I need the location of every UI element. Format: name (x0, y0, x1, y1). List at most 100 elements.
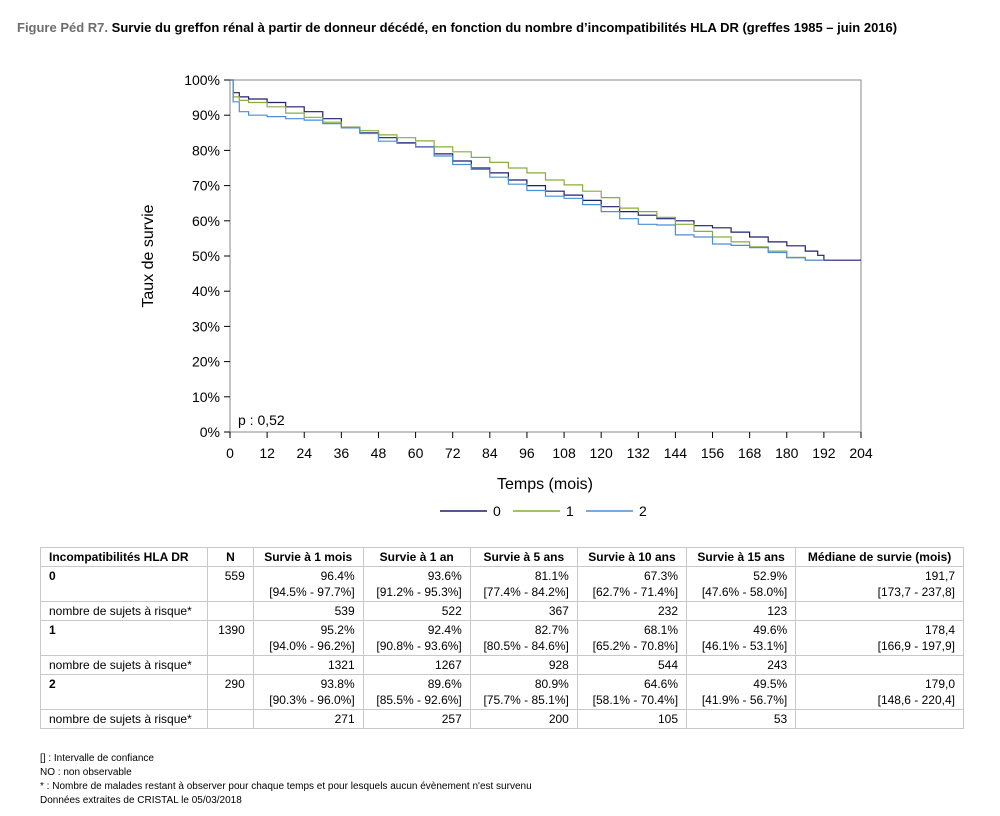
legend-label-1: 1 (566, 503, 574, 519)
table-cell: 290 (207, 674, 254, 710)
footnote: NO : non observable (40, 767, 132, 778)
confidence-interval: [75.7% - 85.1%] (483, 693, 569, 707)
x-tick-label: 108 (552, 445, 576, 461)
y-tick-label: 10% (192, 389, 220, 405)
survival-value: 49.5% (753, 677, 788, 691)
footnote: Données extraites de CRISTAL le 05/03/20… (40, 795, 242, 806)
survival-value: 68.1% (644, 623, 679, 637)
x-tick-label: 60 (408, 445, 424, 461)
x-tick-label: 144 (664, 445, 688, 461)
table-header-cell: N (207, 547, 254, 567)
survival-value: 191,7 (924, 569, 955, 583)
y-tick-label: 100% (184, 72, 220, 88)
table-cell (795, 655, 964, 675)
table-header-cell: Survie à 1 an (362, 547, 471, 567)
survival-value: 52.9% (753, 569, 788, 583)
confidence-interval: [166,9 - 197,9] (877, 639, 955, 653)
x-tick-label: 0 (226, 445, 234, 461)
x-tick-label: 48 (371, 445, 387, 461)
x-tick-label: 204 (849, 445, 873, 461)
survival-chart: 0%10%20%30%40%50%60%70%80%90%100% 0 12 24 3… (140, 72, 873, 519)
survival-table: Incompatibilités HLA DR N Survie à 1 mois S… (39, 547, 964, 729)
x-tick-label: 12 (259, 445, 275, 461)
table-cell: 49.6% [46.1% - 53.1%] (686, 620, 797, 656)
table-cell: 191,7 [173,7 - 237,8] (795, 566, 964, 602)
survival-value: 81.1% (534, 569, 569, 583)
x-axis-label: Temps (mois) (497, 476, 593, 493)
figure-title: Figure Péd R7. Survie du greffon rénal à… (17, 20, 897, 35)
survival-value: 49.6% (753, 623, 788, 637)
table-cell: nombre de sujets à risque* (39, 601, 209, 621)
survival-value: 82.7% (534, 623, 569, 637)
plot-frame-rect (229, 79, 862, 433)
table-cell: 0 (39, 566, 209, 602)
table-cell: 200 (469, 709, 578, 729)
table-cell (795, 709, 964, 729)
footnote: * : Nombre de malades restant à observer… (40, 781, 532, 792)
table-cell: 1390 (207, 620, 254, 656)
x-tick-label: 84 (482, 445, 498, 461)
table-cell: 544 (576, 655, 688, 675)
table-row-risk: nombre de sujets à risque* 1321 1267 928 544… (39, 655, 964, 675)
table-cell: 928 (469, 655, 578, 675)
table-cell: 178,4 [166,9 - 197,9] (795, 620, 964, 656)
confidence-interval: [173,7 - 237,8] (877, 585, 955, 599)
table-cell: 67.3% [62.7% - 71.4%] (576, 566, 688, 602)
y-tick-label: 20% (192, 354, 220, 370)
plot-frame (229, 79, 862, 433)
table-row-risk: nombre de sujets à risque* 539 522 367 232 12… (39, 601, 964, 621)
x-tick-label: 24 (296, 445, 312, 461)
confidence-interval: [90.8% - 93.6%] (376, 639, 462, 653)
confidence-interval: [85.5% - 92.6%] (376, 693, 462, 707)
table-cell: 82.7% [80.5% - 84.6%] (469, 620, 578, 656)
table-cell: 49.5% [41.9% - 56.7%] (686, 674, 797, 710)
confidence-interval: [77.4% - 84.2%] (483, 585, 569, 599)
figure-title-text: Survie du greffon rénal à partir de donn… (111, 20, 898, 35)
table-cell (207, 709, 254, 729)
confidence-interval: [80.5% - 84.6%] (483, 639, 569, 653)
table-cell: 1 (39, 620, 209, 656)
table-cell: 93.6% [91.2% - 95.3%] (362, 566, 471, 602)
y-tick-label: 0% (200, 424, 220, 440)
survival-value: 96.4% (320, 569, 355, 583)
table-row-risk: nombre de sujets à risque* 271 257 200 105 53 (39, 709, 964, 729)
table-header-cell: Survie à 10 ans (576, 547, 688, 567)
x-axis: 0 12 24 36 48 60 72 84 96 108 120 132 144 156 168 180 19… (226, 432, 873, 461)
y-tick-label: 80% (192, 142, 220, 158)
confidence-interval: [91.2% - 95.3%] (376, 585, 462, 599)
table-cell: 559 (207, 566, 254, 602)
survival-curve-2 (230, 79, 824, 261)
table-cell: 539 (252, 601, 364, 621)
confidence-interval: [46.1% - 53.1%] (701, 639, 788, 653)
table-row-group: 1 1390 95.2% [94.0% - 96.2%] 92.4% [90.8% - 9… (39, 620, 964, 656)
table-cell: 2 (39, 674, 209, 710)
x-tick-label: 192 (812, 445, 836, 461)
table-cell: 92.4% [90.8% - 93.6%] (362, 620, 471, 656)
confidence-interval: [47.6% - 58.0%] (701, 585, 788, 599)
table-cell: 89.6% [85.5% - 92.6%] (362, 674, 471, 710)
table-cell: 68.1% [65.2% - 70.8%] (576, 620, 688, 656)
series-lines (230, 79, 861, 261)
y-axis: 0% 10% 20% 30% 40% 50% 60% 70% 80% 90% 100% (184, 72, 230, 440)
survival-value: 93.6% (427, 569, 462, 583)
table-cell: 52.9% [47.6% - 58.0%] (686, 566, 797, 602)
x-tick-label: 168 (738, 445, 762, 461)
table-cell: 522 (362, 601, 471, 621)
legend-label-0: 0 (493, 503, 501, 519)
x-tick-label: 132 (627, 445, 651, 461)
x-tick-label: 36 (334, 445, 350, 461)
y-tick-label: 70% (192, 178, 220, 194)
y-tick-label: 60% (192, 213, 220, 229)
survival-value: 93.8% (320, 677, 355, 691)
table-cell: 1321 (252, 655, 364, 675)
survival-value: 178,4 (924, 623, 955, 637)
x-tick-label: 180 (775, 445, 799, 461)
table-cell: 123 (686, 601, 797, 621)
table-cell (795, 601, 964, 621)
y-axis-label: Taux de survie (140, 204, 157, 307)
survival-curve-0 (230, 79, 861, 261)
survival-value: 80.9% (534, 677, 569, 691)
figure-title-prefix: Figure Péd R7. (17, 20, 109, 35)
y-tick-label: 30% (192, 318, 220, 334)
table-cell: 80.9% [75.7% - 85.1%] (469, 674, 578, 710)
